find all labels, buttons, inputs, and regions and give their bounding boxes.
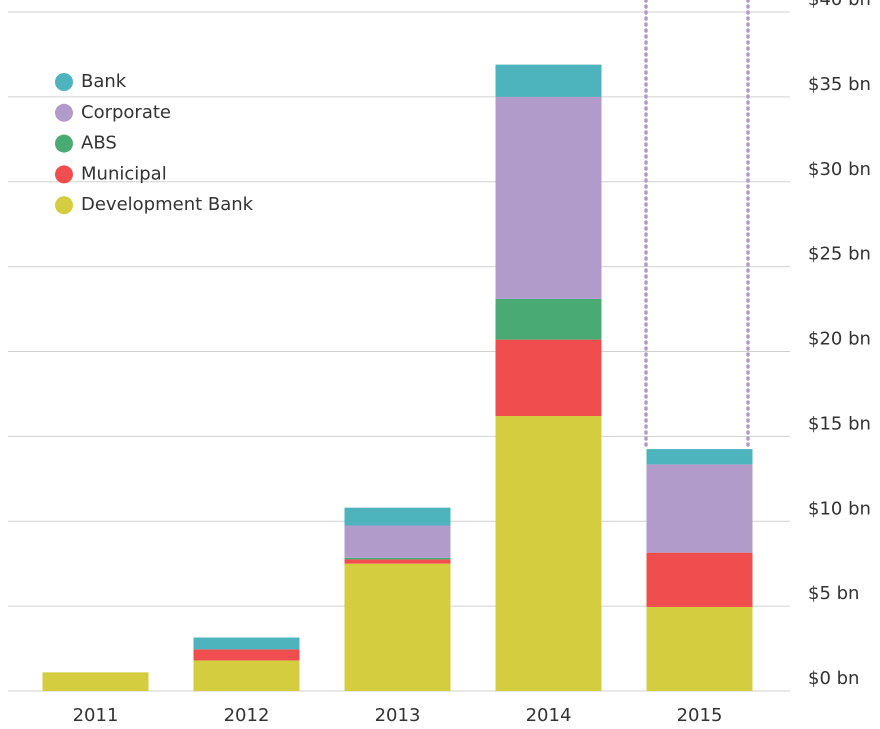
bar-segment — [495, 416, 602, 691]
bar-segment — [193, 660, 300, 691]
legend-swatch — [55, 73, 73, 91]
legend-label: Corporate — [81, 102, 171, 123]
bar-segment — [646, 449, 753, 465]
bar-segment — [646, 552, 753, 607]
y-tick-label: $25 bn — [808, 244, 871, 265]
y-tick-label: $35 bn — [808, 74, 871, 95]
bar-segment — [42, 672, 149, 691]
legend-swatch — [55, 165, 73, 184]
bar-segment — [646, 464, 753, 553]
x-tick-label: 2013 — [375, 705, 421, 726]
bar-segment — [344, 525, 451, 558]
bar-segment — [495, 339, 602, 417]
y-tick-label: $30 bn — [808, 159, 871, 180]
x-tick-label: 2012 — [224, 705, 270, 726]
y-tick-label: $20 bn — [808, 329, 871, 350]
bar-segment — [344, 559, 451, 564]
legend-swatch — [55, 196, 73, 215]
y-tick-label: $40 bn — [808, 0, 871, 10]
bar-segment — [495, 96, 602, 299]
legend-label: ABS — [81, 133, 117, 154]
bar-segment — [344, 563, 451, 691]
bar-segment — [646, 606, 753, 691]
y-tick-label: $5 bn — [808, 583, 859, 604]
bar-segment — [344, 507, 451, 526]
x-tick-label: 2015 — [677, 705, 723, 726]
legend-label: Development Bank — [81, 194, 254, 215]
bar-segment — [193, 637, 300, 650]
bar-segment — [193, 649, 300, 661]
x-tick-label: 2011 — [73, 705, 119, 726]
legend-label: Bank — [81, 71, 127, 92]
legend-label: Municipal — [81, 163, 167, 184]
y-tick-label: $10 bn — [808, 498, 871, 519]
bar-segment — [344, 557, 451, 560]
y-tick-label: $15 bn — [808, 413, 871, 434]
x-tick-label: 2014 — [526, 705, 572, 726]
y-tick-label: $0 bn — [808, 668, 859, 689]
grid — [8, 11, 790, 692]
legend-swatch — [55, 103, 73, 122]
bar-segment — [495, 298, 602, 340]
bar-segment — [495, 64, 602, 97]
legend-swatch — [55, 134, 73, 153]
